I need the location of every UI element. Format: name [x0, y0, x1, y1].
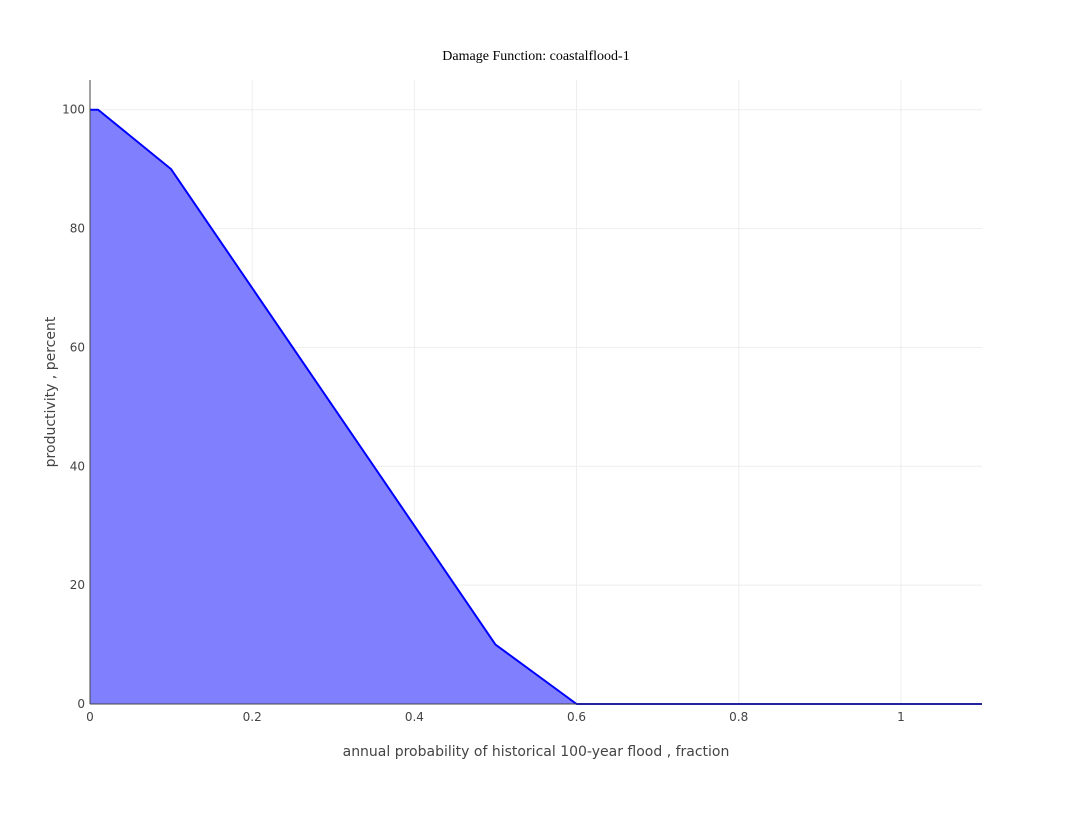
x-tick-label: 0.2: [243, 710, 262, 724]
x-axis-title: annual probability of historical 100-yea…: [343, 744, 730, 760]
x-tick-label: 0.8: [729, 710, 748, 724]
y-tick-label: 60: [70, 340, 85, 354]
area-fill: [90, 110, 982, 704]
x-tick-label: 0.6: [567, 710, 586, 724]
x-tick-label: 0: [86, 710, 94, 724]
y-axis-title: productivity , percent: [43, 316, 59, 467]
y-tick-label: 80: [70, 222, 85, 236]
area-layer: [90, 110, 982, 704]
y-tick-label: 20: [70, 578, 85, 592]
chart-title: Damage Function: coastalflood-1: [442, 49, 629, 64]
y-tick-label: 40: [70, 459, 85, 473]
y-tick-label: 100: [62, 103, 85, 117]
x-tick-label: 0.4: [405, 710, 424, 724]
y-tick-label: 0: [77, 697, 85, 711]
x-tick-label: 1: [897, 710, 905, 724]
